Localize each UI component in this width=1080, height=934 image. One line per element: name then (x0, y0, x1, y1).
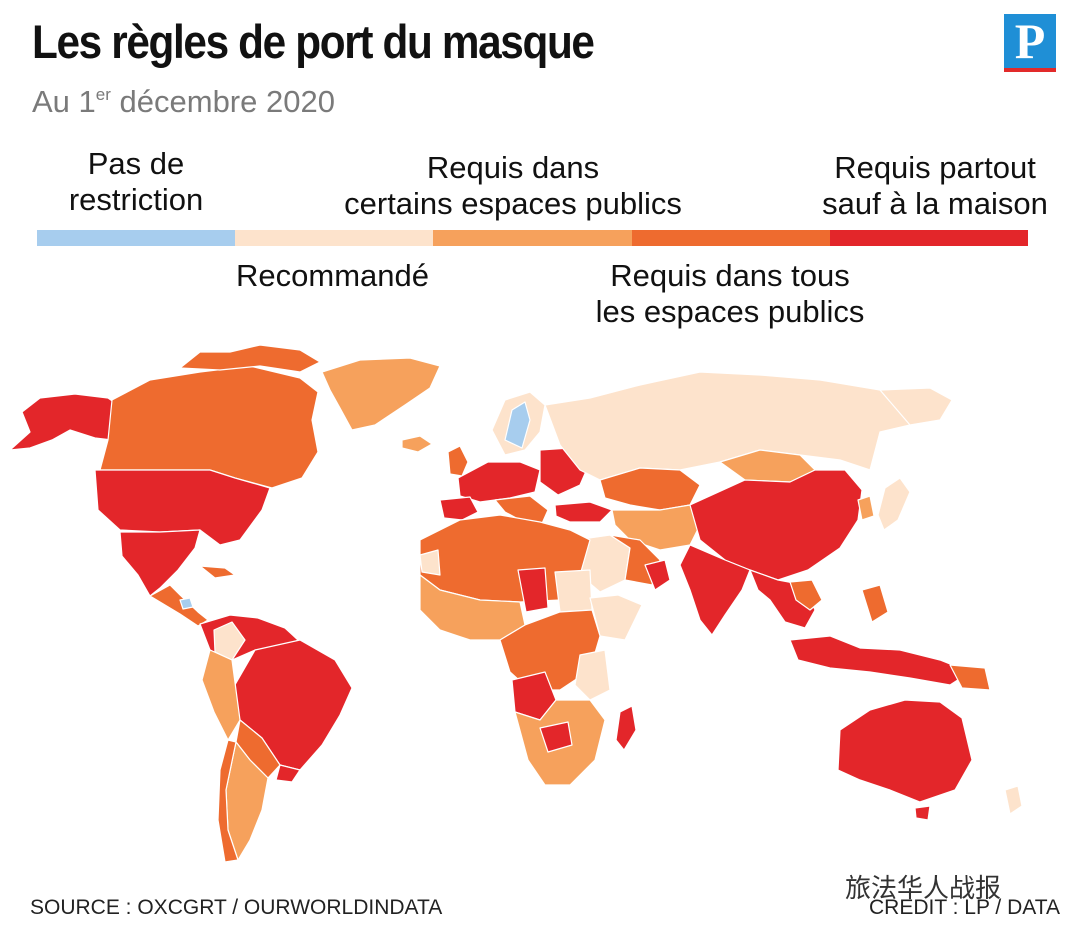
region-central-america (149, 584, 209, 627)
country-new-zealand (1004, 785, 1023, 815)
map-title: Les règles de port du masque (32, 15, 595, 68)
legend-swatch-some-public-spaces (433, 230, 632, 246)
country-thailand (789, 579, 823, 611)
country-papua-new-guinea (949, 664, 991, 691)
country-peru (201, 649, 241, 741)
subtitle-suffix: décembre 2020 (110, 84, 335, 119)
country-spain-portugal (439, 496, 479, 521)
legend-label-line1: Pas de (87, 146, 185, 181)
map-source: SOURCE : OXCGRT / OURWORLDINDATA (30, 896, 443, 919)
legend-label-some-public-spaces: Requis dans certains espaces publics (313, 150, 713, 222)
country-chile (217, 739, 239, 863)
country-japan (877, 477, 911, 531)
country-colombia-east (213, 621, 246, 661)
legend-label-recommended: Recommandé (205, 258, 460, 294)
country-western-sahara (419, 549, 441, 576)
le-parisien-logo: P (1004, 14, 1056, 72)
subtitle-superscript: er (95, 85, 111, 104)
legend-label-line1: Recommandé (236, 258, 429, 293)
country-uruguay (275, 764, 301, 783)
country-chad (517, 567, 549, 613)
legend-label-line1: Requis dans tous (610, 258, 850, 293)
country-mexico (119, 529, 201, 597)
country-el-salvador (179, 597, 194, 610)
subtitle-prefix: Au 1 (32, 84, 96, 119)
country-iceland (401, 435, 433, 453)
country-philippines (861, 584, 889, 623)
legend-label-line1: Requis partout (834, 150, 1036, 185)
country-russia-east (879, 387, 953, 426)
country-sweden (504, 401, 531, 449)
wechat-watermark: 旅法华人战报 (845, 874, 1002, 904)
legend-label-line2: certains espaces publics (344, 186, 682, 221)
legend-label-line2: les espaces publics (595, 294, 865, 329)
legend-swatch-recommended (235, 230, 434, 246)
legend-label-line2: sauf à la maison (822, 186, 1048, 221)
map-credit: CREDIT : LP / DATA (869, 896, 1060, 919)
legend-color-scale (37, 230, 1029, 246)
country-oman (644, 559, 671, 591)
world-map (9, 344, 1023, 863)
legend-swatch-all-public-spaces (631, 230, 830, 246)
country-zambia-zimbabwe (539, 721, 573, 753)
country-india (679, 544, 751, 636)
map-subtitle: Au 1er décembre 2020 (32, 84, 335, 120)
legend-label-no-restriction: Pas de restriction (37, 146, 235, 218)
region-caribbean (199, 565, 236, 579)
legend-swatch-no-restriction (37, 230, 236, 246)
country-sudan (554, 569, 593, 613)
country-indonesia (789, 635, 971, 686)
country-madagascar (615, 705, 637, 751)
legend-label-line2: restriction (68, 182, 204, 217)
country-korea (857, 495, 875, 521)
country-uk (447, 445, 469, 477)
country-australia (837, 699, 973, 803)
country-usa (94, 469, 271, 546)
legend-swatch-everywhere-except-home (829, 230, 1029, 246)
country-tasmania (914, 805, 931, 821)
country-turkey (554, 501, 613, 523)
legend-label-line1: Requis dans (426, 150, 600, 185)
country-alaska (9, 393, 119, 451)
legend-label-all-public-spaces: Requis dans tous les espaces publics (560, 258, 900, 330)
country-tanzania-kenya (574, 649, 611, 701)
legend-label-everywhere-except-home: Requis partout sauf à la maison (800, 150, 1070, 222)
country-greenland (321, 357, 441, 431)
region-canada-arctic-islands (179, 344, 321, 373)
